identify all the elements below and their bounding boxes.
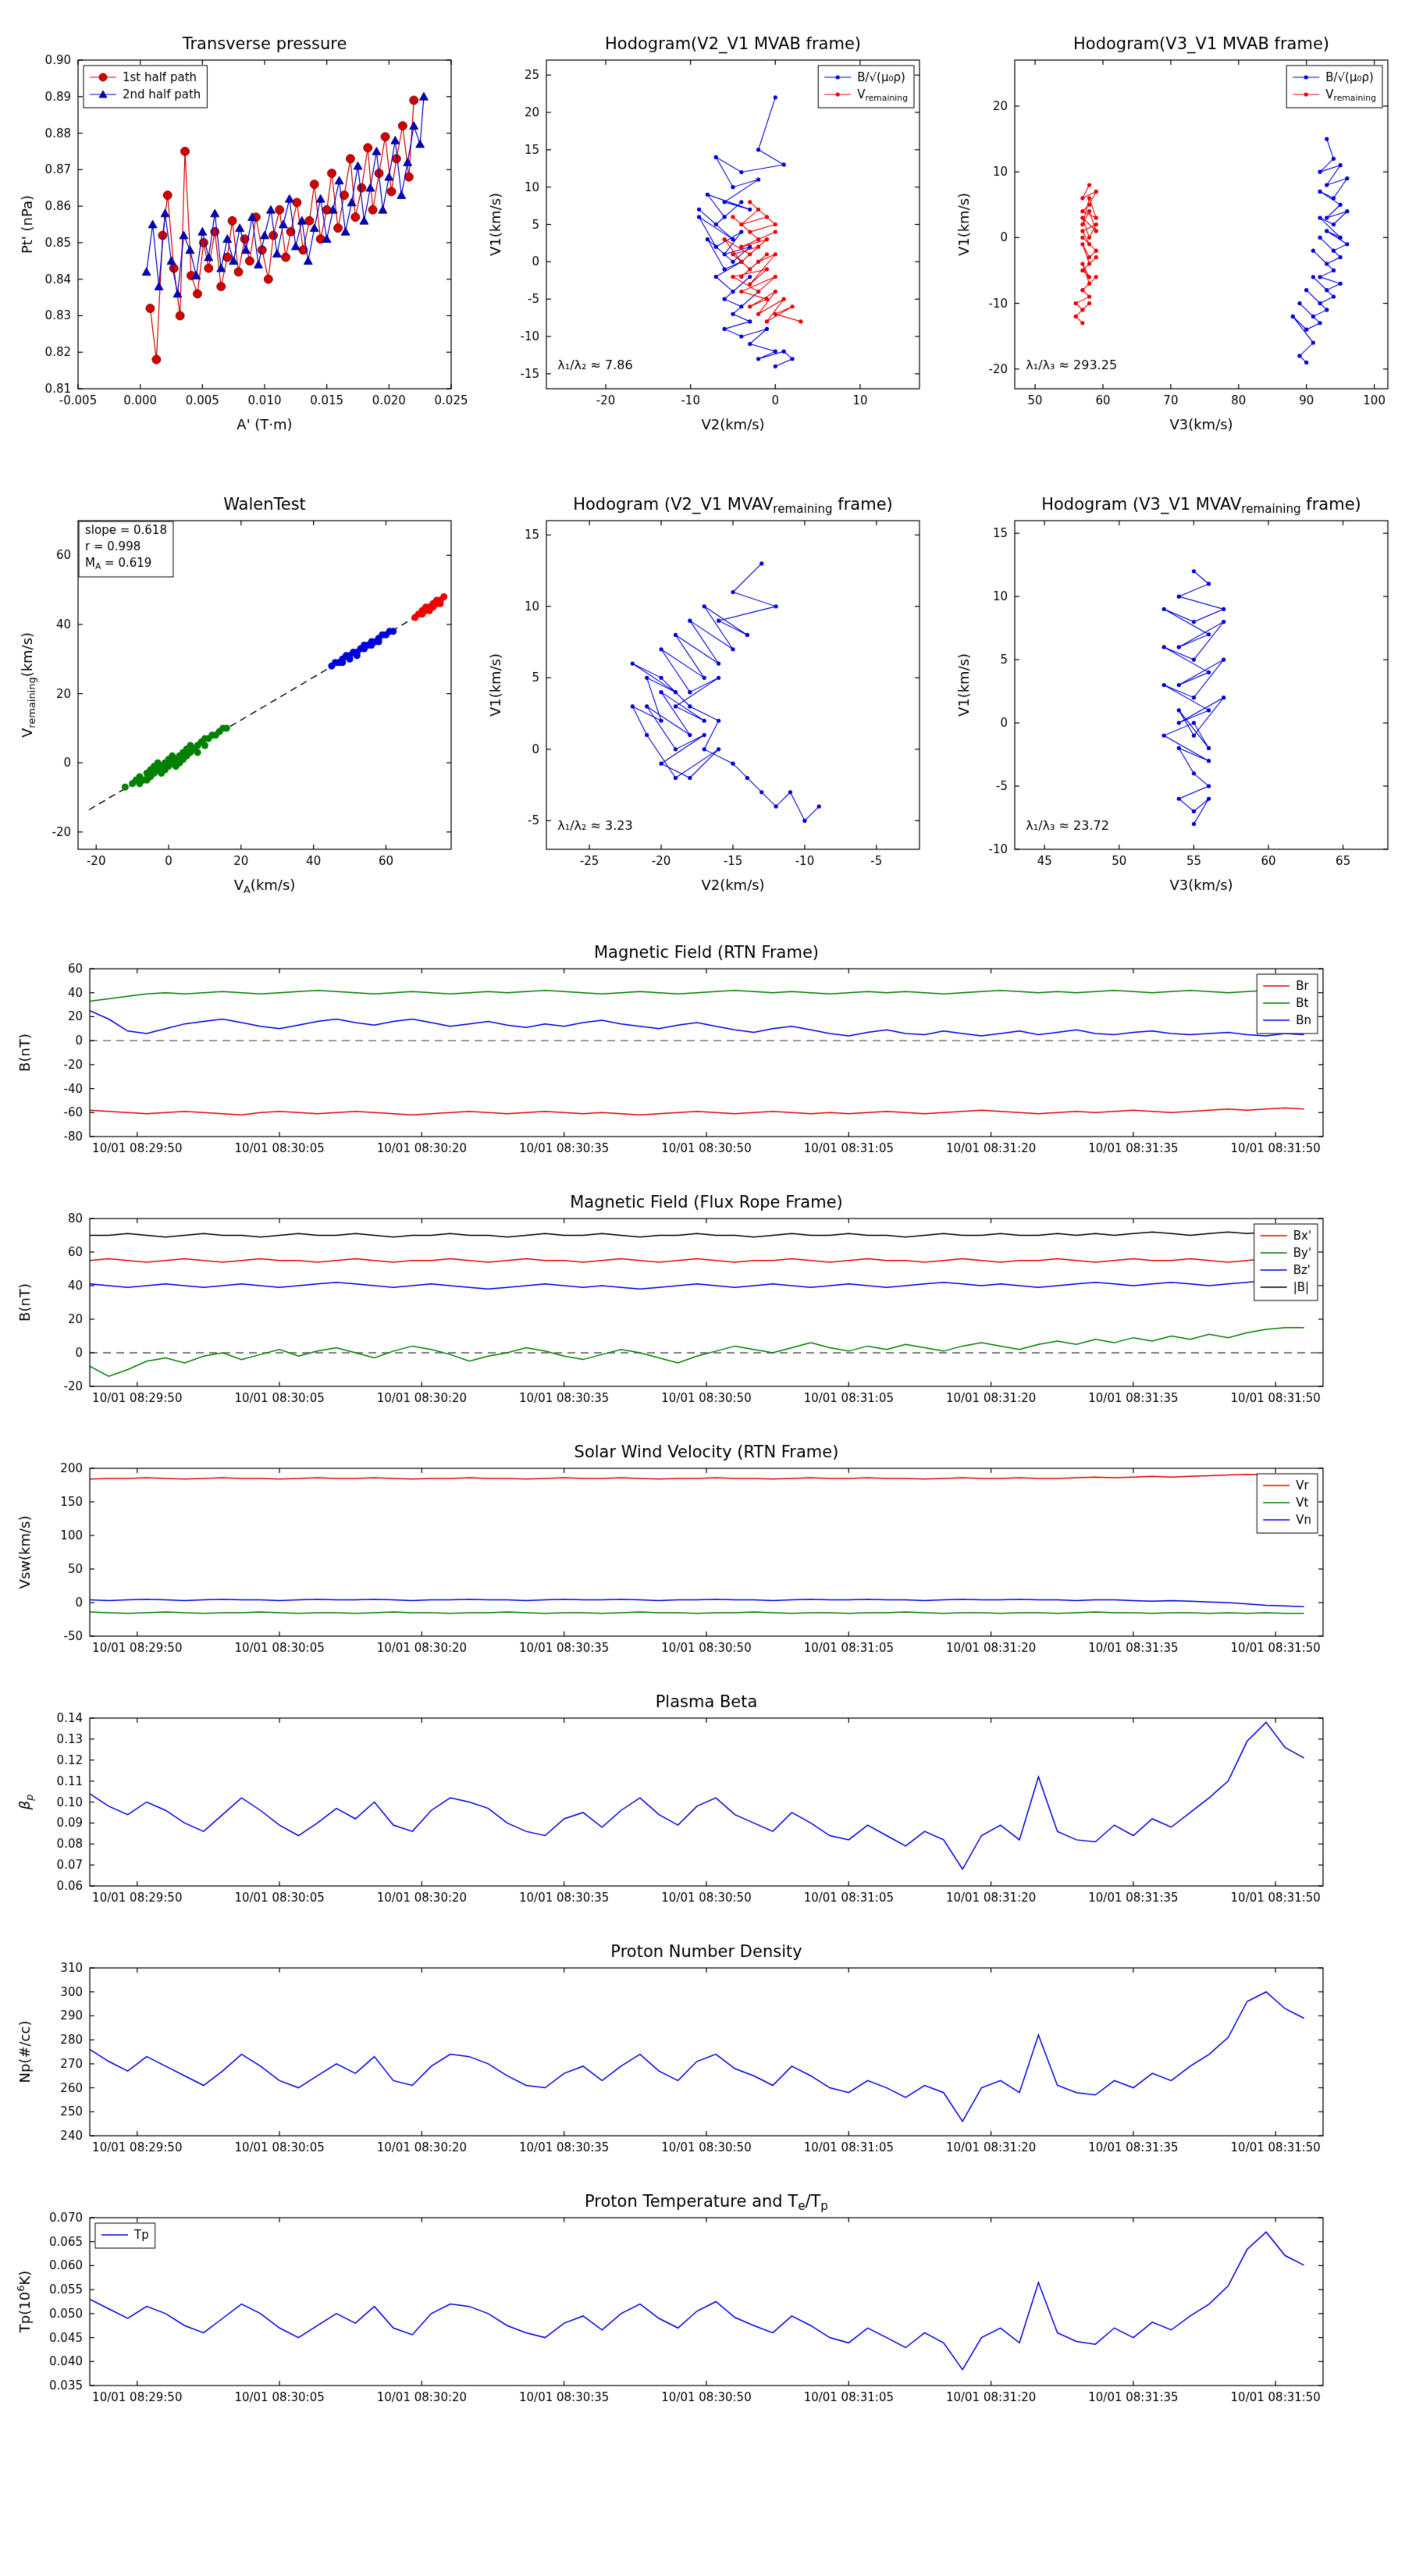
chart-walen-test [8, 480, 468, 906]
chart-solar-wind-velocity [0, 1432, 1405, 1670]
chart-plasma-beta [0, 1682, 1405, 1920]
chart-hodogram-v2v1-mvab [476, 20, 937, 445]
chart-proton-number-density [0, 1932, 1405, 2170]
chart-magnetic-field-rtn [0, 933, 1405, 1171]
chart-hodogram-v3v1-mvav [944, 480, 1405, 906]
chart-magnetic-field-fluxrope [0, 1183, 1405, 1421]
chart-hodogram-v2v1-mvav [476, 480, 937, 906]
chart-transverse-pressure [8, 20, 468, 445]
chart-hodogram-v3v1-mvab [944, 20, 1405, 445]
chart-proton-temperature [0, 2182, 1405, 2420]
